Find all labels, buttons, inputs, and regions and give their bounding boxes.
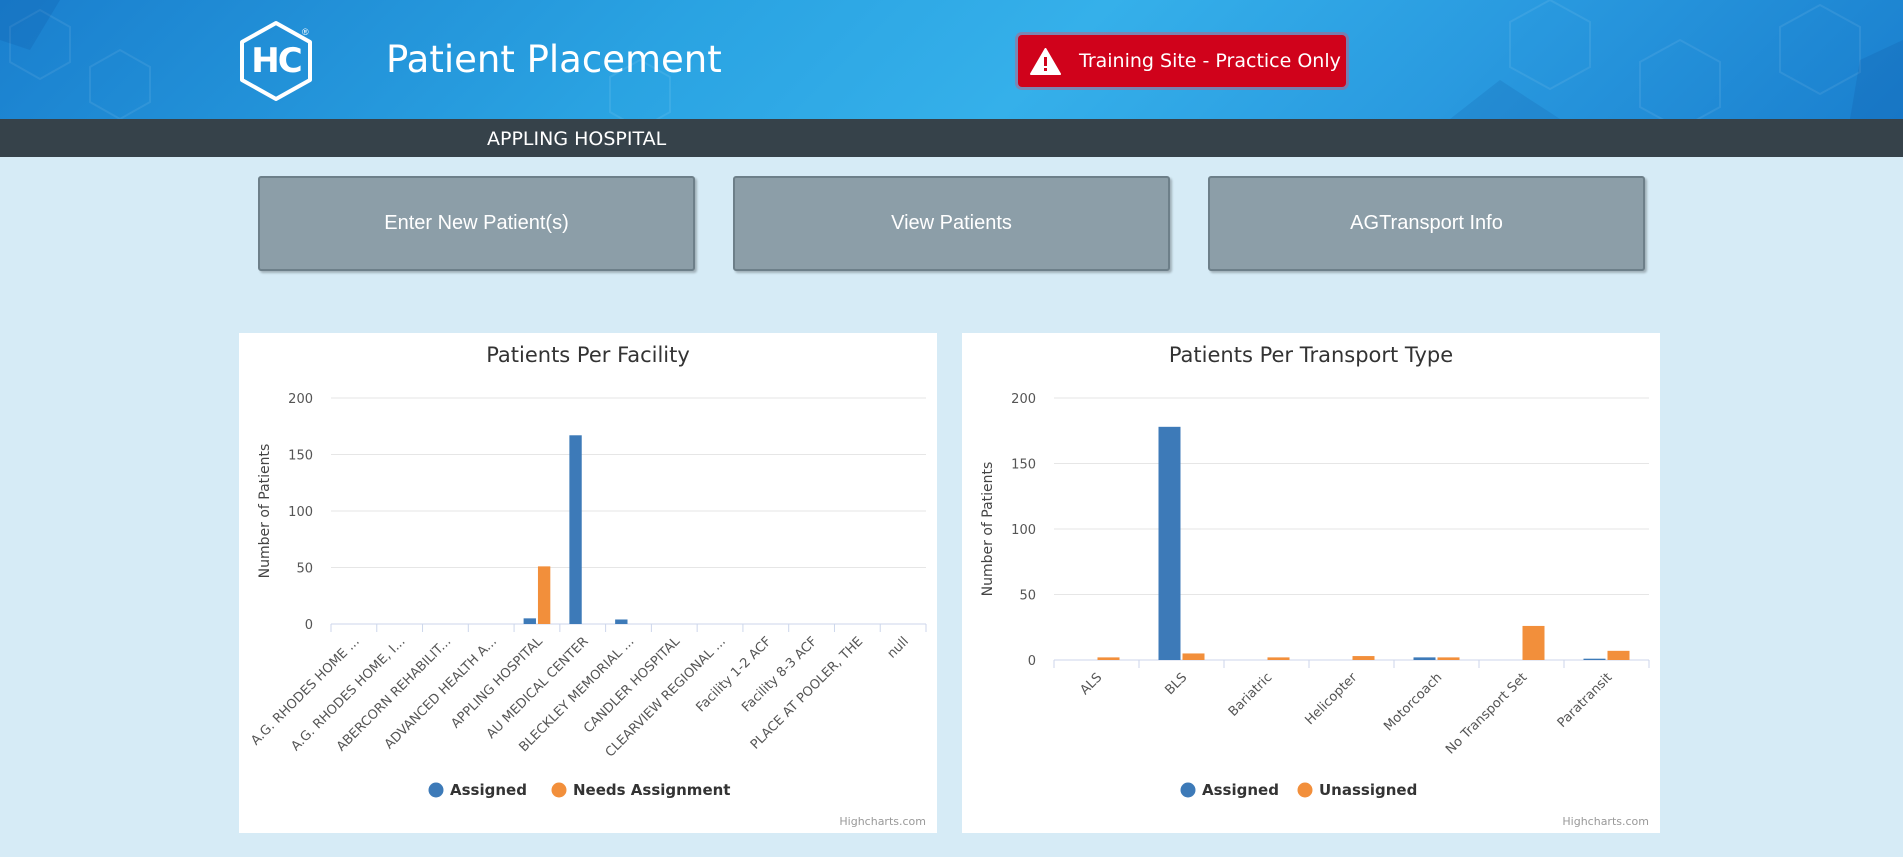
patients-per-facility-chart: Patients Per Facility 0 50 100 150 200 Number … (248, 343, 927, 828)
training-site-banner: Training Site - Practice Only (1018, 35, 1346, 87)
y-tick-label: 150 (288, 449, 313, 464)
x-category-label: null (885, 634, 912, 661)
legend-marker (551, 782, 567, 798)
legend-label: Assigned (450, 781, 527, 799)
legend-label: Unassigned (1319, 781, 1417, 799)
y-tick-label: 50 (296, 562, 313, 577)
bar-needs-assignment (537, 566, 551, 624)
bar-unassigned (1437, 657, 1460, 660)
bar-unassigned (1352, 656, 1375, 660)
facility-name: APPLING HOSPITAL (487, 128, 667, 150)
chart-title: Patients Per Facility (486, 343, 690, 367)
bar-assigned (1583, 658, 1606, 660)
patients-per-transport-panel: Patients Per Transport Type 0 50 100 150 200 N… (962, 333, 1660, 833)
y-tick-label: 50 (1019, 589, 1036, 604)
chart-title: Patients Per Transport Type (1169, 343, 1453, 367)
hc-logo (240, 21, 312, 101)
patients-per-facility-panel: Patients Per Facility 0 50 100 150 200 Number … (239, 333, 937, 833)
y-tick-label: 0 (1028, 654, 1036, 669)
bar-unassigned (1267, 657, 1290, 660)
x-category-label: Paratransit (1555, 670, 1616, 731)
view-patients-button[interactable]: View Patients (733, 176, 1170, 271)
legend-label: Needs Assignment (573, 781, 730, 799)
legend-marker (428, 782, 444, 798)
x-category-label: Helicopter (1302, 670, 1360, 728)
x-category-label: Motorcoach (1381, 670, 1445, 734)
bar-unassigned (1182, 653, 1205, 660)
y-tick-label: 200 (288, 392, 313, 407)
x-category-label: BLS (1162, 670, 1190, 698)
bar-assigned (1158, 426, 1181, 660)
highcharts-credit: Highcharts.com (1562, 815, 1649, 828)
app-title: Patient Placement (386, 38, 722, 81)
logo-text: HC (251, 41, 302, 81)
legend-marker (1297, 782, 1313, 798)
legend-marker (1180, 782, 1196, 798)
legend-label: Assigned (1202, 781, 1279, 799)
y-tick-label: 0 (305, 618, 313, 633)
y-tick-label: 100 (1011, 523, 1036, 538)
bar-unassigned (1097, 657, 1120, 660)
bar-unassigned (1607, 650, 1630, 660)
logo-registered-mark: ® (302, 27, 309, 37)
bar-assigned (615, 619, 628, 624)
x-category-label: Bariatric (1226, 670, 1276, 720)
bar-assigned (523, 618, 536, 624)
facility-bar: APPLING HOSPITAL (0, 119, 1903, 157)
highcharts-credit: Highcharts.com (839, 815, 926, 828)
y-tick-label: 100 (288, 505, 313, 520)
y-tick-label: 150 (1011, 458, 1036, 473)
x-category-label: No Transport Set (1443, 670, 1530, 757)
app-header: HC ® Patient Placement Training Site - P… (0, 0, 1903, 119)
bar-unassigned (1522, 625, 1545, 660)
y-tick-label: 200 (1011, 392, 1036, 407)
bar-assigned (569, 435, 582, 624)
warning-icon (1030, 47, 1061, 75)
hexagon-background (0, 0, 1903, 119)
training-banner-text: Training Site - Practice Only (1079, 50, 1341, 72)
x-category-label: ALS (1077, 670, 1105, 698)
enter-new-patients-button[interactable]: Enter New Patient(s) (258, 176, 695, 271)
y-axis-title: Number of Patients (257, 444, 273, 579)
patients-per-transport-chart: Patients Per Transport Type 0 50 100 150 200 N… (980, 343, 1650, 828)
bar-assigned (1413, 657, 1436, 660)
y-axis-title: Number of Patients (980, 462, 996, 597)
agtransport-info-button[interactable]: AGTransport Info (1208, 176, 1645, 271)
